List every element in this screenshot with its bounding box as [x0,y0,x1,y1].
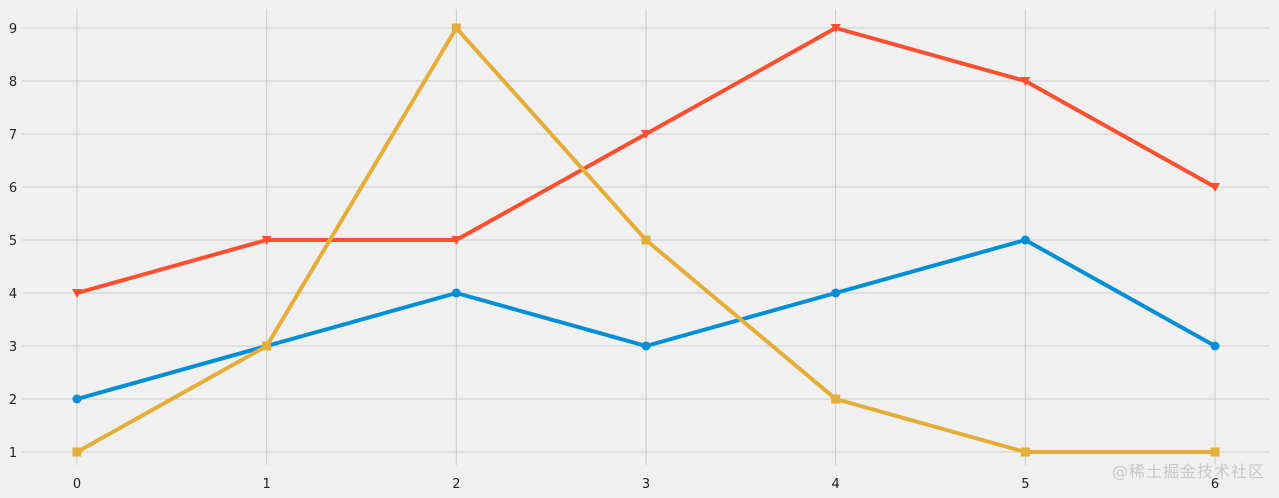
series-3-line [72,23,1220,457]
series-2-marker [261,236,272,245]
series-2-marker [641,130,651,139]
x-tick-label: 2 [452,477,460,492]
y-tick-label: 1 [9,446,17,461]
x-tick-label: 1 [263,477,271,492]
series-3-marker [1210,447,1220,457]
x-tick-label: 4 [832,477,840,492]
series-3-marker [451,23,461,33]
x-tick-label: 3 [642,477,650,492]
y-tick-label: 8 [9,75,17,90]
y-tick-label: 2 [9,393,17,408]
y-tick-label: 3 [9,340,17,355]
series-1-marker [831,288,841,298]
series-3-marker [262,341,272,351]
series-3-marker [72,447,82,457]
series-lines [72,23,1220,457]
series-2-marker [1020,77,1031,86]
series-3-marker [831,394,841,404]
y-axis-ticks: 1 2 3 4 5 6 7 8 9 [9,22,17,461]
series-1-marker [641,341,651,351]
series-1-marker [1210,341,1220,351]
y-tick-label: 4 [9,287,17,302]
y-tick-label: 6 [9,181,17,196]
series-1-marker [451,288,461,298]
y-tick-label: 7 [9,128,17,143]
watermark: @稀土掘金技术社区 [1111,462,1265,481]
x-tick-label: 0 [73,477,81,492]
x-tick-label: 5 [1021,477,1029,492]
series-3-marker [641,235,651,245]
series-1-marker [1020,235,1030,245]
series-2-marker [1210,183,1220,192]
y-tick-label: 5 [9,234,17,249]
series-1-marker [72,394,82,404]
series-3-marker [1020,447,1030,457]
y-tick-label: 9 [9,22,17,37]
series-2-marker [72,289,82,298]
series-2-marker [830,24,841,33]
x-axis-ticks: 0 1 2 3 4 5 6 [73,477,1219,492]
x-tick-label: 6 [1211,477,1219,492]
series-2-marker [451,236,462,245]
series-2-line [72,24,1220,298]
